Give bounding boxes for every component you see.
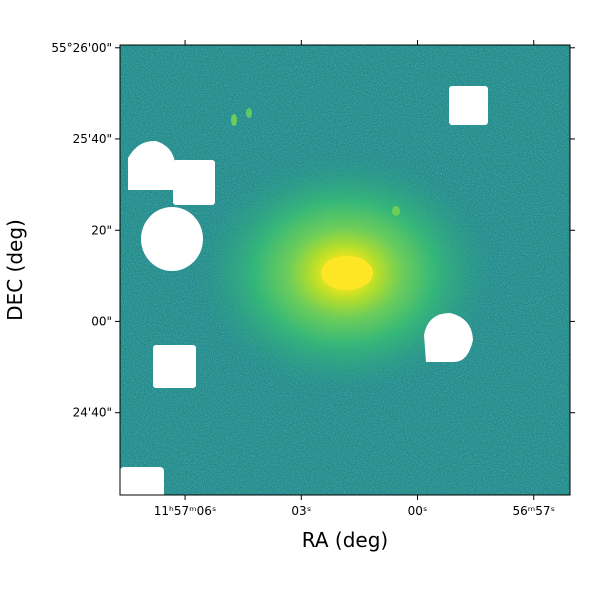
x-tick-label: 11ʰ57ᵐ06ˢ (154, 504, 217, 518)
y-tick-label: 20" (91, 223, 112, 237)
x-tick-label: 56ᵐ57ˢ (512, 504, 555, 518)
masks (120, 86, 488, 495)
y-tick-label: 00" (91, 314, 112, 328)
y-tick-label: 24'40" (73, 406, 112, 420)
x-axis-label: RA (deg) (302, 528, 388, 552)
y-tick-label: 55°26'00" (51, 41, 112, 55)
y-tick-label: 25'40" (73, 132, 112, 146)
y-axis-label: DEC (deg) (3, 219, 27, 321)
frame (119, 44, 571, 496)
x-tick-label: 00ˢ (408, 504, 428, 518)
x-tick-label: 03ˢ (291, 504, 311, 518)
image (120, 45, 570, 495)
